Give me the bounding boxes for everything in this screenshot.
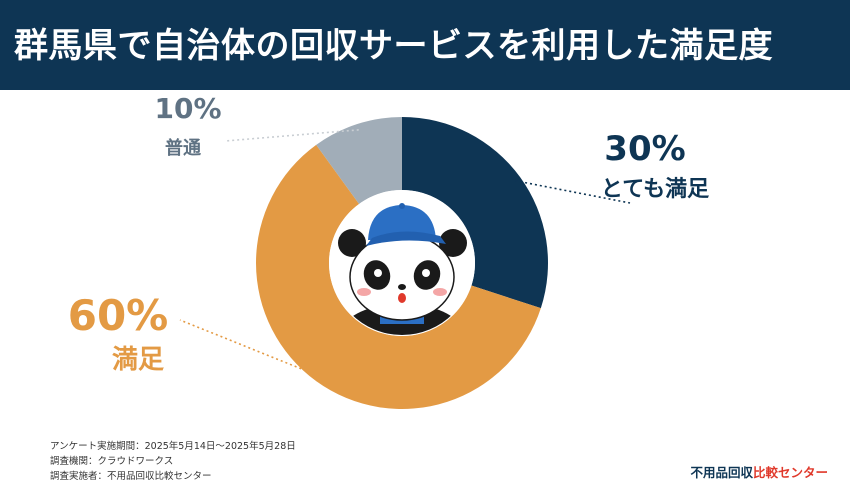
slice-name-label-3: 普通 <box>165 137 201 159</box>
slice-percent-label-1: 30% <box>604 129 685 169</box>
brand-logo: 不用品回収比較センター <box>690 462 828 481</box>
slice-name-label-1: とても満足 <box>601 176 709 202</box>
brand-part1: 不用品回収 <box>690 465 753 480</box>
survey-conductor: 調査実施者：不用品回収比較センター <box>50 471 212 482</box>
slice-percent-label-3: 10% <box>154 92 221 125</box>
slice-name-label-2: 満足 <box>112 345 164 375</box>
pie-slice-3 <box>316 117 402 204</box>
header-bar: 群馬県で自治体の回収サービスを利用した満足度 <box>0 0 850 90</box>
pie-slice-2 <box>255 144 541 410</box>
brand-part2: 比較センター <box>752 465 828 480</box>
survey-period: アンケート実施期間：2025年5月14日〜2025年5月28日 <box>50 441 296 452</box>
pie-slice-1 <box>402 117 548 309</box>
page-title: 群馬県で自治体の回収サービスを利用した満足度 <box>14 26 773 66</box>
panda-mascot-icon <box>338 203 467 335</box>
leader-line-3 <box>224 129 359 142</box>
survey-agency: 調査機関：クラウドワークス <box>50 456 174 467</box>
leader-line-2 <box>179 319 321 378</box>
survey-footer: アンケート実施期間：2025年5月14日〜2025年5月28日 調査機関：クラウ… <box>50 439 296 484</box>
slice-percent-label-2: 60% <box>68 291 169 340</box>
